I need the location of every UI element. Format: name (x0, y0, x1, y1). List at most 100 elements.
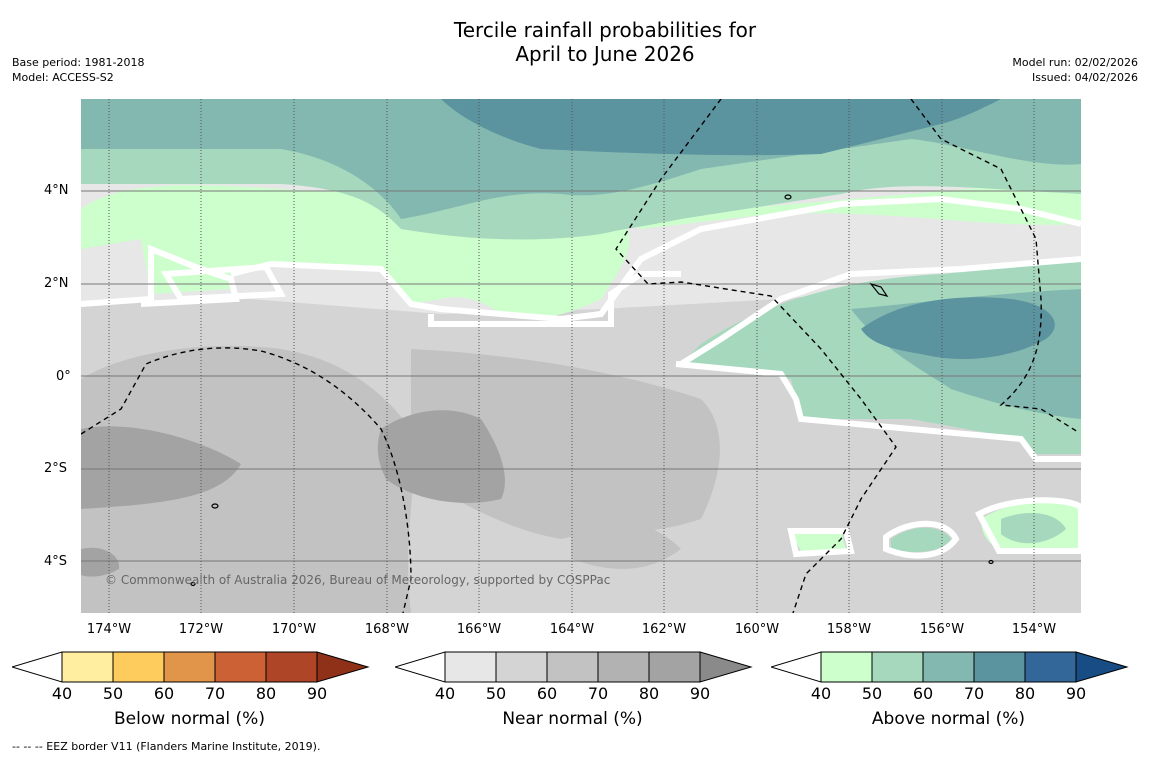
above-normal-70-north (441, 99, 1001, 156)
lon-label-170w: 170°W (271, 622, 317, 637)
below-bin-70-80 (214, 651, 267, 683)
title-line-2: April to June 2026 (515, 42, 695, 66)
above-normal-70-east (861, 297, 1055, 359)
above-tick-70: 70 (963, 684, 985, 703)
meta-left: Base period: 1981-2018 Model: ACCESS-S2 (12, 55, 144, 85)
eez-central (615, 98, 897, 614)
island-1 (784, 194, 792, 200)
lon-label-164w: 164°W (549, 622, 595, 637)
near-tick-60: 60 (536, 684, 558, 703)
eez-east (910, 98, 1079, 433)
near-tick-50: 50 (485, 684, 507, 703)
map-title: Tercile rainfall probabilities for April… (375, 18, 835, 66)
map-panel: © Commonwealth of Australia 2026, Bureau… (80, 98, 1084, 614)
near-normal-60-patch (571, 516, 681, 569)
contour-central (428, 271, 681, 327)
lon-label-154w: 154°W (1011, 622, 1057, 637)
above-tick-50: 50 (861, 684, 883, 703)
near-tick-40: 40 (434, 684, 456, 703)
above-bin-60-70 (922, 651, 975, 683)
island-5 (190, 581, 196, 587)
below-tick-80: 80 (255, 684, 277, 703)
eez-borders (80, 98, 1079, 614)
near-bin-60-70 (546, 651, 599, 683)
above-tick-90: 90 (1065, 684, 1087, 703)
near-tick-80: 80 (638, 684, 660, 703)
colorbar-near-svg (393, 651, 753, 683)
near-extend-low (393, 651, 446, 683)
lat-label-4s: 4°S (44, 554, 68, 569)
lat-label-2s: 2°S (44, 461, 68, 476)
above-bin-40-50 (820, 651, 873, 683)
below-extend-low (10, 651, 63, 683)
above-normal-patch-2 (891, 527, 951, 552)
above-tick-80: 80 (1014, 684, 1036, 703)
island-2 (869, 282, 889, 297)
near-normal-60-west (81, 345, 414, 613)
lon-label-162w: 162°W (641, 622, 687, 637)
below-tick-40: 40 (51, 684, 73, 703)
title-line-1: Tercile rainfall probabilities for (453, 18, 757, 42)
near-normal-80-south (81, 547, 120, 577)
near-bin-80-90 (648, 651, 701, 683)
contour-north (230, 195, 1082, 323)
contour-east-north (679, 256, 1082, 367)
islands (190, 194, 994, 587)
lon-label-172w: 172°W (178, 622, 224, 637)
below-tick-60: 60 (153, 684, 175, 703)
below-bin-80-90 (265, 651, 318, 683)
below-tick-90: 90 (306, 684, 328, 703)
colorbar-below-svg (10, 651, 370, 683)
above-bin-50-60 (871, 651, 924, 683)
lon-label-156w: 156°W (919, 622, 965, 637)
near-bin-70-80 (597, 651, 650, 683)
base-period: Base period: 1981-2018 (12, 56, 145, 69)
near-normal-title: Near normal (%) (502, 709, 643, 729)
lon-label-158w: 158°W (826, 622, 872, 637)
near-tick-70: 70 (587, 684, 609, 703)
below-tick-50: 50 (102, 684, 124, 703)
colorbar-near-normal (393, 651, 753, 687)
above-tick-60: 60 (912, 684, 934, 703)
lat-label-4n: 4°N (44, 183, 69, 198)
lon-label-174w: 174°W (86, 622, 132, 637)
near-bin-40-50 (444, 651, 497, 683)
latitude-gridlines (81, 190, 1081, 562)
copyright-text: © Commonwealth of Australia 2026, Bureau… (105, 573, 610, 587)
above-tick-40: 40 (810, 684, 832, 703)
near-tick-90: 90 (689, 684, 711, 703)
eez-footer-note: -- -- -- EEZ border V11 (Flanders Marine… (12, 740, 321, 753)
below-bin-50-60 (112, 651, 165, 683)
meta-right: Model run: 02/02/2026 Issued: 04/02/2026 (1012, 55, 1138, 85)
below-extend-high (316, 651, 370, 683)
above-extend-high (1075, 651, 1129, 683)
near-extend-high (699, 651, 753, 683)
lon-label-160w: 160°W (734, 622, 780, 637)
island-4 (988, 559, 994, 565)
colorbar-above-normal (769, 651, 1129, 687)
below-tick-70: 70 (204, 684, 226, 703)
colorbar-above-svg (769, 651, 1129, 683)
model-run: Model run: 02/02/2026 (1012, 56, 1138, 69)
lat-label-2n: 2°N (44, 276, 69, 291)
near-normal-80-central (377, 410, 505, 503)
above-bin-80-90 (1024, 651, 1077, 683)
lat-label-equator: 0° (56, 369, 71, 384)
lon-label-168w: 168°W (364, 622, 410, 637)
below-normal-title: Below normal (%) (114, 709, 265, 729)
island-3 (211, 503, 219, 509)
model-name: Model: ACCESS-S2 (12, 71, 114, 84)
above-normal-patch-1 (791, 531, 846, 551)
contour-east-south (675, 361, 1081, 462)
below-bin-40-50 (61, 651, 114, 683)
above-normal-title: Above normal (%) (871, 709, 1026, 729)
map-svg: © Commonwealth of Australia 2026, Bureau… (80, 98, 1084, 614)
colorbar-below-normal (10, 651, 370, 687)
above-bin-70-80 (973, 651, 1026, 683)
lon-label-166w: 166°W (456, 622, 502, 637)
contour-west (80, 244, 286, 307)
near-bin-50-60 (495, 651, 548, 683)
below-bin-60-70 (163, 651, 216, 683)
issued-date: Issued: 04/02/2026 (1031, 71, 1138, 84)
eez-west (80, 347, 412, 614)
